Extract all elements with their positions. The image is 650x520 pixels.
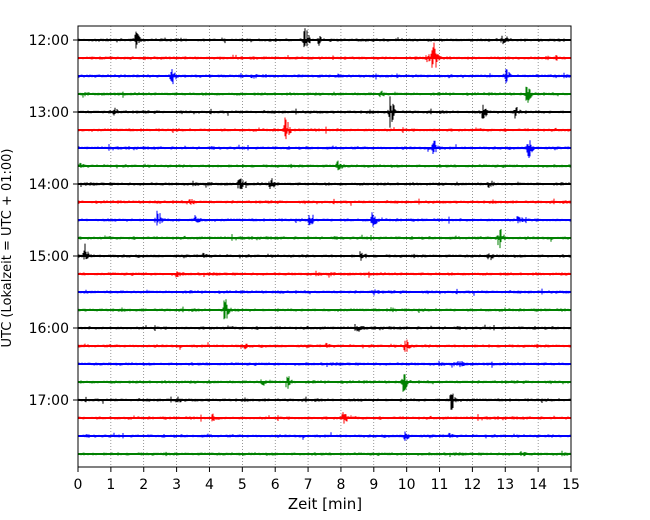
x-tick-label: 7: [304, 477, 313, 493]
y-axis-ticks: 12:00 13:00 14:00 15:00 16:00 17:00: [29, 33, 78, 409]
x-tick-label: 3: [172, 477, 181, 493]
x-tick-label: 11: [431, 477, 449, 493]
y-tick-label: 13:00: [29, 105, 69, 121]
y-tick-label: 16:00: [29, 321, 69, 337]
y-tick-label: 17:00: [29, 393, 69, 409]
x-tick-label: 1: [106, 477, 115, 493]
x-tick-label: 12: [463, 477, 481, 493]
x-tick-label: 2: [139, 477, 148, 493]
x-axis-label: Zeit [min]: [288, 495, 362, 513]
x-axis-ticks: 0 1 2 3 4 5 6 7 8 9 10 11 12 13 14 15: [74, 467, 580, 493]
plot-area: [78, 26, 571, 467]
y-tick-label: 12:00: [29, 33, 69, 49]
x-tick-label: 14: [529, 477, 547, 493]
x-tick-label: 4: [205, 477, 214, 493]
x-tick-label: 8: [336, 477, 345, 493]
plot-frame: [77, 25, 572, 468]
x-tick-label: 9: [369, 477, 378, 493]
x-tick-label: 0: [74, 477, 83, 493]
x-tick-label: 10: [398, 477, 416, 493]
y-tick-label: 14:00: [29, 177, 69, 193]
x-tick-label: 5: [238, 477, 247, 493]
y-tick-label: 15:00: [29, 249, 69, 265]
x-tick-label: 15: [562, 477, 580, 493]
x-tick-label: 6: [271, 477, 280, 493]
x-tick-label: 13: [496, 477, 514, 493]
y-axis-label: UTC (Lokalzeit = UTC + 01:00): [0, 149, 15, 348]
